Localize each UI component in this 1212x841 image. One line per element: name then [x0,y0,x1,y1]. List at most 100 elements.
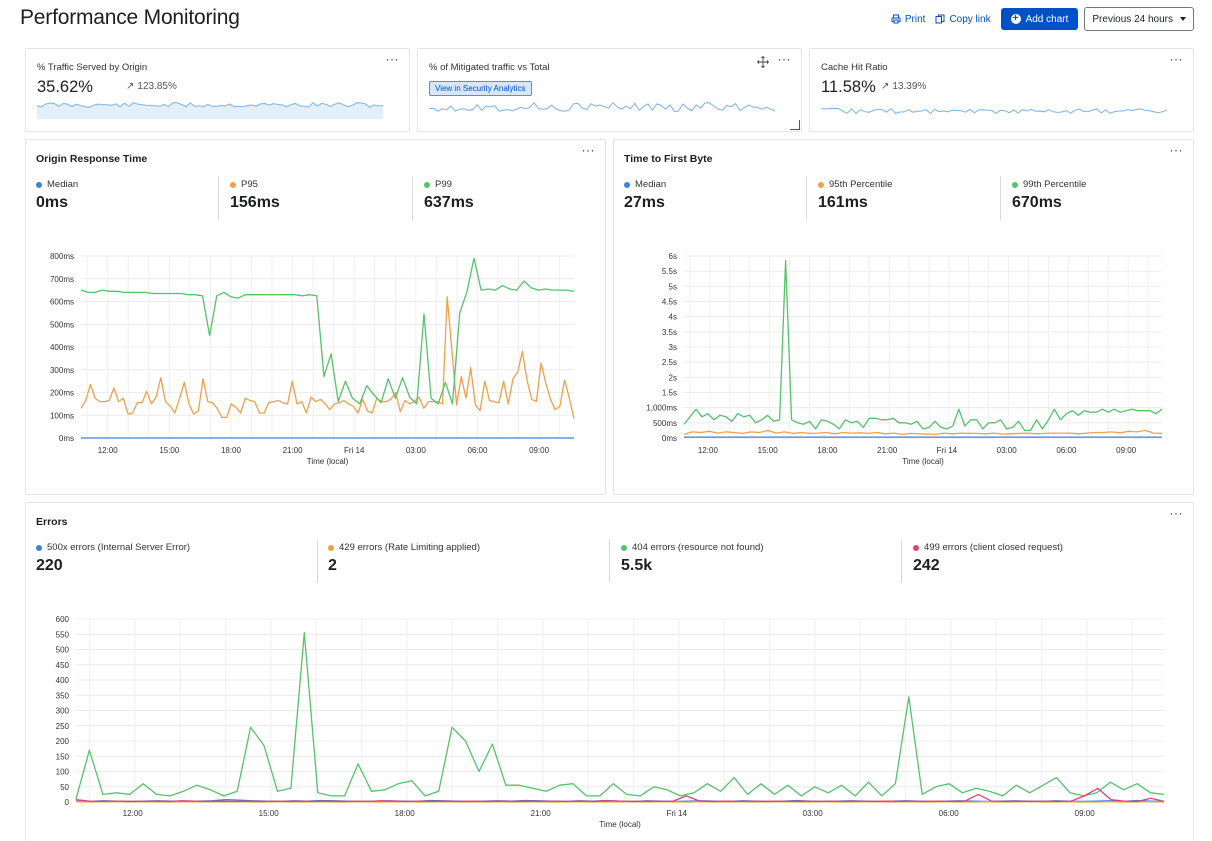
y-tick-label: 500 [56,646,70,655]
legend-dot [818,181,824,188]
stat-label: P95 [241,179,258,190]
x-tick-label: 12:00 [123,809,144,818]
series-line [683,259,1163,432]
y-tick-label: 1.5s [662,389,677,398]
y-tick-label: 0ms [662,434,677,443]
stat-p99: 99th Percentile 670ms [1012,179,1086,212]
y-tick-label: 50 [60,783,69,792]
y-tick-label: 600ms [50,298,74,307]
resize-handle[interactable] [790,120,800,130]
add-chart-button[interactable]: + Add chart [1000,8,1079,30]
stat-value: 2 [328,557,337,574]
stat-value: 161ms [818,194,868,211]
divider [1000,176,1001,220]
x-tick-label: Fri 14 [344,446,365,455]
y-tick-label: 600 [56,615,70,624]
divider [412,176,413,220]
series-line [80,296,575,419]
sparkline [429,101,775,113]
copy-link-label: Copy link [949,13,991,25]
x-tick-label: 06:00 [939,809,960,818]
stat-label: 499 errors (client closed request) [924,542,1063,553]
x-tick-label: 03:00 [997,446,1018,455]
x-tick-label: 18:00 [395,809,416,818]
y-tick-label: 1,000ms [646,404,677,413]
origin-response-chart: 0ms 100ms 200ms 300ms 400ms 500ms 600ms 700ms 80… [50,252,575,466]
y-tick-label: 250 [56,722,70,731]
y-tick-label: 5.5s [662,267,677,276]
stat-p95: P95 156ms [230,179,280,212]
kpi-delta: ↗ 13.39% [881,81,926,92]
y-tick-label: 400ms [50,343,74,352]
more-horizontal-icon[interactable]: ··· [1169,52,1183,66]
more-horizontal-icon[interactable]: ··· [385,52,399,66]
divider [609,539,610,583]
legend-dot [424,181,430,188]
view-security-analytics-button[interactable]: View in Security Analytics [429,81,532,96]
legend-dot [621,544,627,551]
y-tick-label: 300 [56,707,70,716]
more-horizontal-icon[interactable]: ··· [777,52,791,66]
origin-response-panel: Origin Response Time ··· Median 0ms P95 … [25,139,606,495]
y-tick-label: 300ms [50,366,74,375]
print-button[interactable]: Print [891,13,926,25]
series-line [75,787,1165,803]
stat-median: Median 27ms [624,179,666,212]
stat-label: Median [47,179,79,190]
stat-value: 220 [36,557,63,574]
printer-icon [891,14,901,24]
stat-value: 5.5k [621,557,653,574]
y-tick-label: 200 [56,737,70,746]
y-tick-label: 500ms [653,419,677,428]
move-icon[interactable] [757,56,769,68]
sparkline-path [429,101,775,113]
kpi-delta-value: 123.85% [137,81,177,92]
y-tick-label: 350 [56,691,70,700]
series-line [80,257,575,405]
kpi-value: 35.62% [37,78,93,96]
sparkline-path [821,108,1167,115]
more-horizontal-icon[interactable]: ··· [1169,143,1183,157]
kpi-value: 11.58% [821,78,876,96]
stat-label: 95th Percentile [829,179,893,190]
y-tick-label: 3s [669,343,677,352]
more-horizontal-icon[interactable]: ··· [1169,506,1183,520]
legend-dot [624,181,630,188]
stat-value: 670ms [1012,194,1062,211]
x-tick-label: 21:00 [877,446,898,455]
stat-499: 499 errors (client closed request) 242 [913,542,1063,575]
stat-label: 500x errors (Internal Server Error) [47,542,191,553]
time-range-select[interactable]: Previous 24 hours [1084,7,1194,31]
kpi-card-traffic-origin: % Traffic Served by Origin ··· 35.62% ↗ … [25,48,410,132]
kpi-title: Cache Hit Ratio [821,62,888,73]
more-horizontal-icon[interactable]: ··· [581,143,595,157]
legend-dot [230,181,236,188]
sparkline [821,108,1167,115]
plus-circle-icon: + [1010,14,1021,24]
x-tick-label: 09:00 [1075,809,1096,818]
copy-link-button[interactable]: Copy link [935,13,991,25]
print-label: Print [904,13,926,25]
panel-title: Errors [36,516,68,528]
series-line [75,632,1165,800]
legend-dot [913,544,919,551]
stat-label: 99th Percentile [1023,179,1087,190]
panel-title: Origin Response Time [36,153,148,165]
ttfb-panel: Time to First Byte ··· Median 27ms 95th … [613,139,1194,495]
legend-dot [36,544,42,551]
divider [806,176,807,220]
y-tick-label: 4s [669,313,677,322]
x-tick-label: 12:00 [98,446,119,455]
errors-chart: 0 50 100 150 200 250 300 350 400 450 500 550 600 12:0… [56,615,1165,829]
legend-dot [36,181,42,188]
y-tick-label: 5s [669,282,677,291]
x-tick-label: 15:00 [259,809,280,818]
y-tick-label: 2s [669,373,677,382]
kpi-card-cache-hit: Cache Hit Ratio ··· 11.58% ↗ 13.39% [809,48,1194,132]
legend-dot [328,544,334,551]
page-title: Performance Monitoring [20,6,240,29]
divider [901,539,902,583]
x-tick-label: 15:00 [758,446,779,455]
stat-value: 242 [913,557,940,574]
time-range-label: Previous 24 hours [1092,13,1173,25]
